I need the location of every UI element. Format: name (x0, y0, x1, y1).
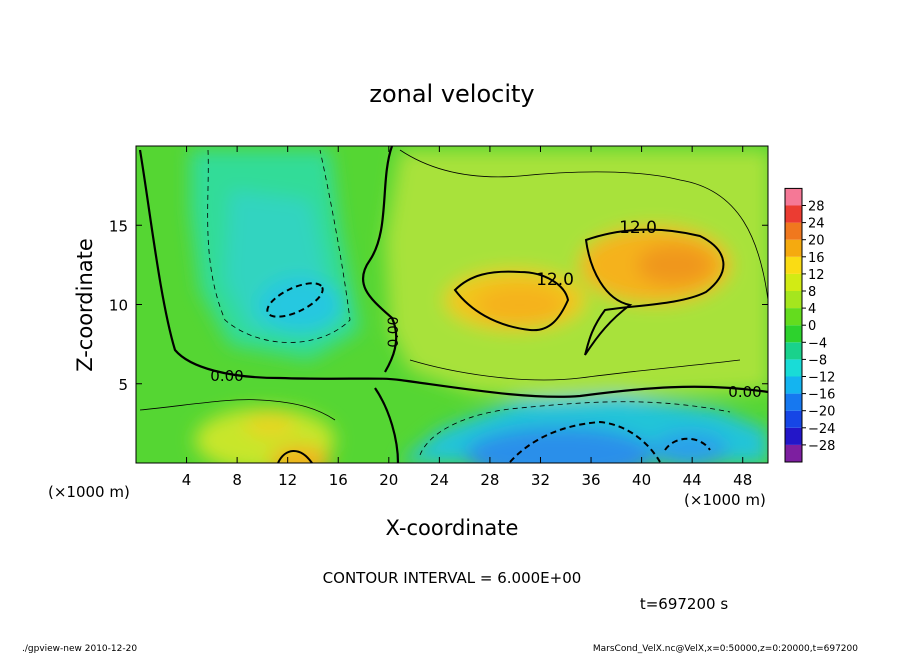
colorbar-label: 24 (808, 217, 825, 232)
x-tick-label: 44 (683, 471, 702, 489)
colorbar-segment (785, 393, 802, 411)
y-axis-label: Z-coordinate (73, 238, 97, 372)
colorbar-segment (785, 205, 802, 223)
footer-left: ./gpview-new 2010-12-20 (22, 644, 137, 654)
colorbar-segment (785, 256, 802, 274)
colorbar-label: 4 (808, 302, 816, 317)
x-axis: 4 8 12 16 20 24 28 32 36 40 44 48 (182, 146, 752, 489)
contour-label-4: 0.00 (728, 383, 761, 401)
heatmap-field (136, 146, 768, 463)
colorbar-segment (785, 325, 802, 343)
colorbar-label: −4 (808, 336, 827, 351)
x-tick-label: 32 (531, 471, 550, 489)
contour-label-5: 0.00 (386, 316, 402, 347)
colorbar-label: 8 (808, 285, 816, 300)
x-tick-label: 4 (182, 471, 192, 489)
x-tick-label: 20 (379, 471, 398, 489)
contour-interval: CONTOUR INTERVAL = 6.000E+00 (323, 569, 582, 587)
y-tick-label: 15 (109, 217, 128, 235)
colorbar-segment (785, 291, 802, 309)
colorbar-segment (785, 410, 802, 428)
contour-label-1: 12.0 (619, 218, 657, 238)
x-units-right: (×1000 m) (684, 491, 766, 509)
x-tick-label: 24 (430, 471, 449, 489)
colorbar-segment (785, 188, 802, 206)
colorbar-label: 12 (808, 268, 825, 283)
x-axis-label: X-coordinate (386, 516, 519, 540)
colorbar-segment (785, 427, 802, 445)
colorbar-label: −12 (808, 371, 835, 386)
contour-label-3: 0.00 (210, 367, 243, 385)
y-tick-label: 10 (109, 297, 128, 315)
x-tick-label: 40 (632, 471, 651, 489)
contour-labels: 12.0 12.0 0.00 0.00 0.00 (210, 218, 761, 401)
colorbar-segment (785, 376, 802, 394)
x-tick-label: 16 (329, 471, 348, 489)
colorbar-label: −16 (808, 388, 835, 403)
colorbar: 28 24 20 16 12 8 4 0 −4 −8 −12 −16 −20 −24 −28 (784, 187, 835, 463)
x-tick-label: 8 (232, 471, 242, 489)
colorbar-segment (785, 239, 802, 257)
colorbar-segment (785, 308, 802, 326)
colorbar-label: −24 (808, 422, 835, 437)
colorbar-label: −28 (808, 439, 835, 454)
colorbar-label: 16 (808, 251, 825, 266)
footer-right: MarsCond_VelX.nc@VelX,x=0:50000,z=0:2000… (593, 644, 858, 654)
y-tick-label: 5 (118, 376, 128, 394)
colorbar-segment (785, 359, 802, 377)
x-units-left: (×1000 m) (48, 483, 130, 501)
colorbar-label: 0 (808, 319, 816, 334)
time-label: t=697200 s (640, 595, 728, 613)
chart-title: zonal velocity (369, 80, 534, 108)
x-tick-label: 28 (480, 471, 499, 489)
colorbar-segment (785, 222, 802, 240)
colorbar-segment (785, 342, 802, 360)
x-tick-label: 36 (581, 471, 600, 489)
colorbar-segment (785, 444, 802, 462)
colorbar-label: −20 (808, 405, 835, 420)
colorbar-label: 20 (808, 234, 825, 249)
y-axis: 5 10 15 (109, 217, 768, 394)
x-tick-label: 48 (733, 471, 752, 489)
x-tick-label: 12 (278, 471, 297, 489)
colorbar-segment (785, 273, 802, 291)
colorbar-label: 28 (808, 200, 825, 215)
contour-label-2: 12.0 (536, 270, 574, 290)
colorbar-label: −8 (808, 353, 827, 368)
